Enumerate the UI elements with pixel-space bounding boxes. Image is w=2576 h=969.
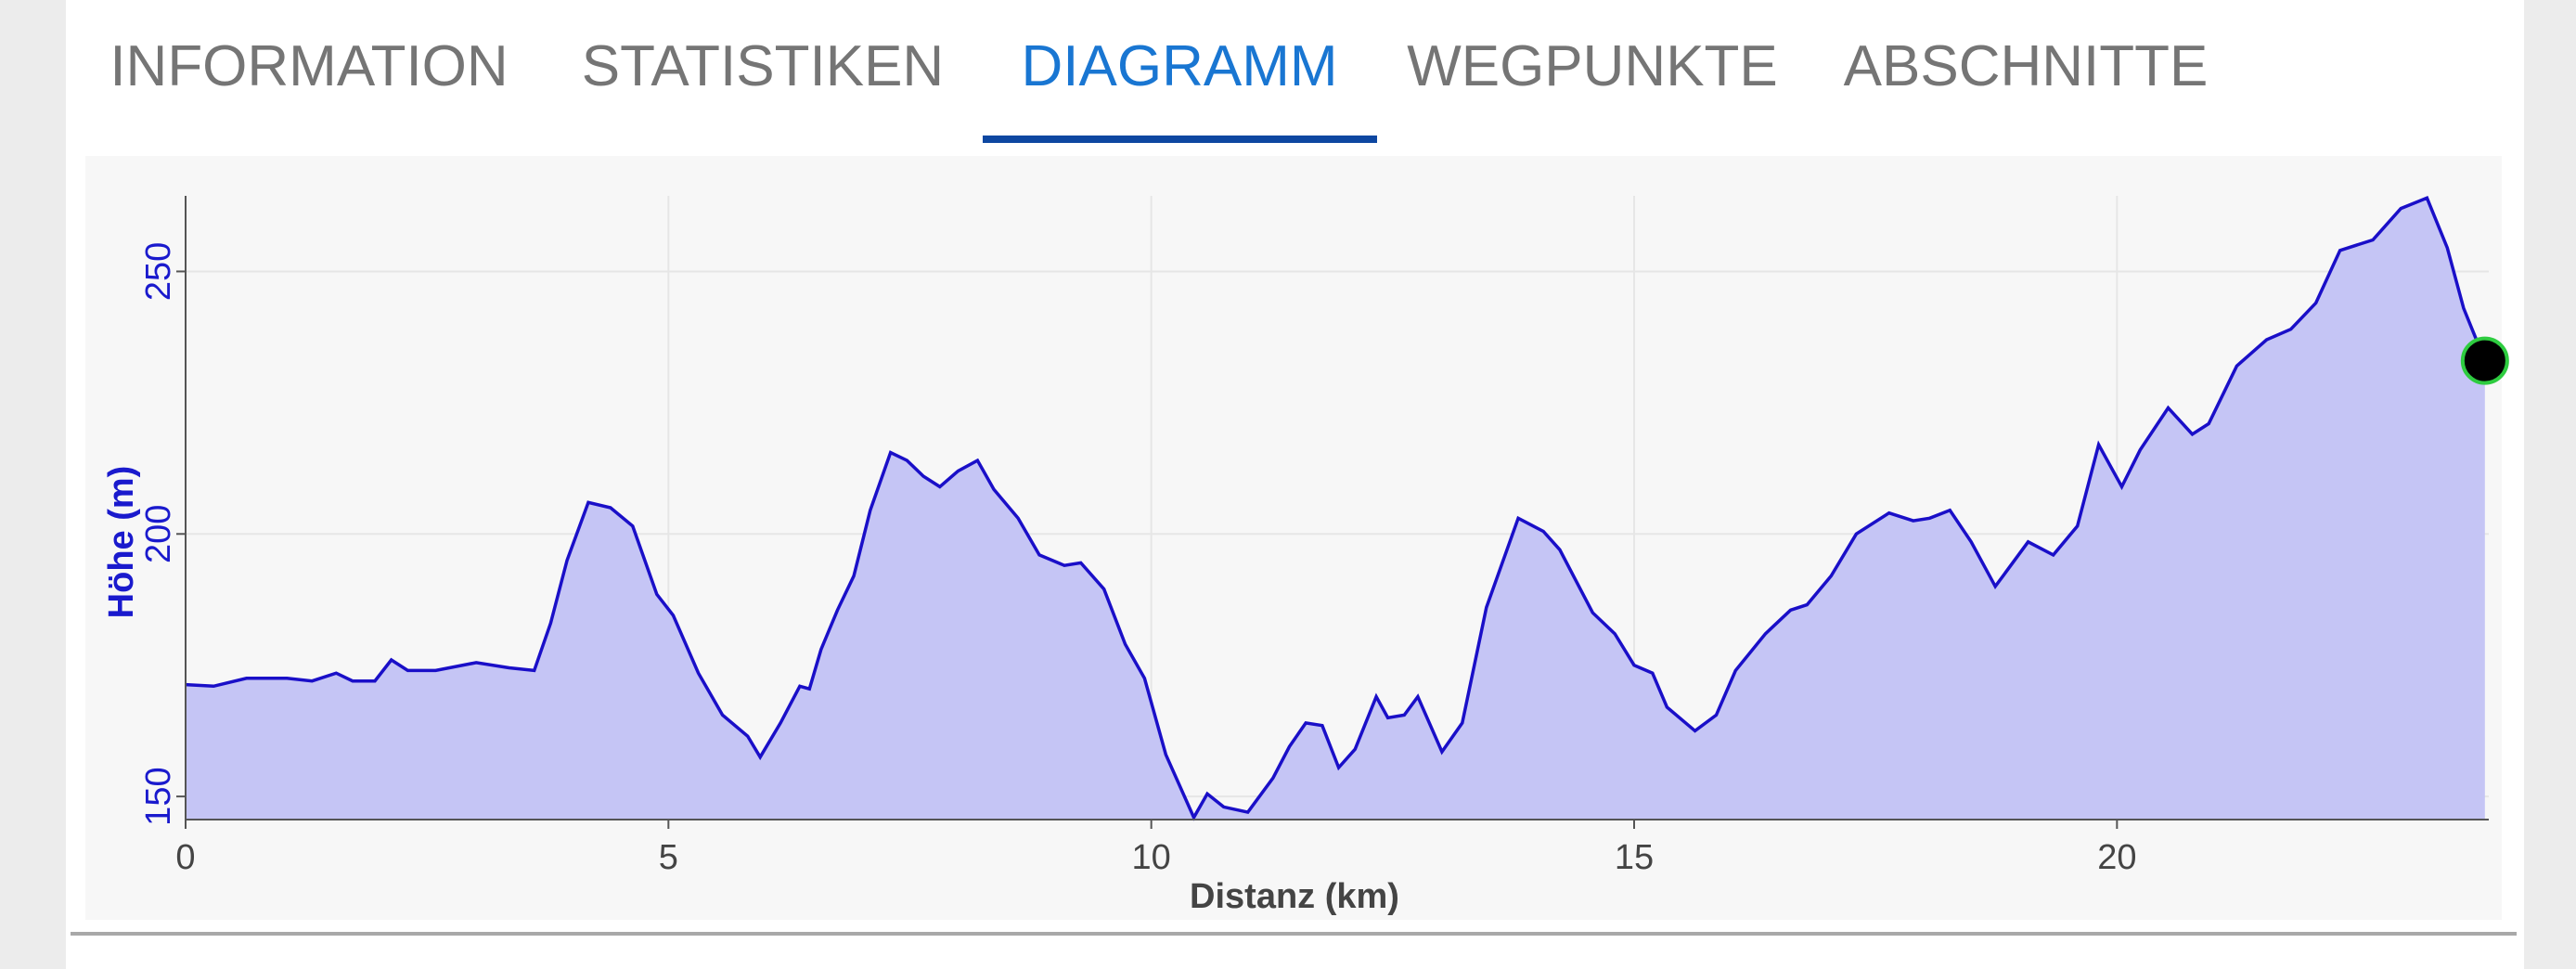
y-tick-label: 200 — [139, 505, 178, 563]
tab[interactable]: STATISTIKEN — [581, 34, 945, 98]
tab[interactable]: WEGPUNKTE — [1407, 34, 1778, 98]
tab-indicator — [983, 136, 1377, 143]
position-marker — [2460, 336, 2509, 385]
area-fill — [186, 198, 2485, 820]
tab[interactable]: DIAGRAMM — [1021, 34, 1338, 98]
elevation-line — [185, 196, 2487, 821]
x-tick-label: 0 — [175, 838, 195, 877]
divider — [71, 932, 2517, 936]
x-tick-label: 5 — [659, 838, 678, 877]
y-tick-label: 250 — [139, 242, 178, 301]
tab[interactable]: ABSCHNITTE — [1843, 34, 2209, 98]
x-tick-label: 20 — [2097, 838, 2136, 877]
tab[interactable]: INFORMATION — [109, 34, 509, 98]
x-axis-label: Distanz (km) — [1190, 877, 1399, 916]
y-tick-label: 150 — [139, 767, 178, 825]
x-tick-label: 15 — [1615, 838, 1654, 877]
x-tick-label: 10 — [1132, 838, 1171, 877]
y-axis-label: Höhe (m) — [102, 466, 141, 619]
